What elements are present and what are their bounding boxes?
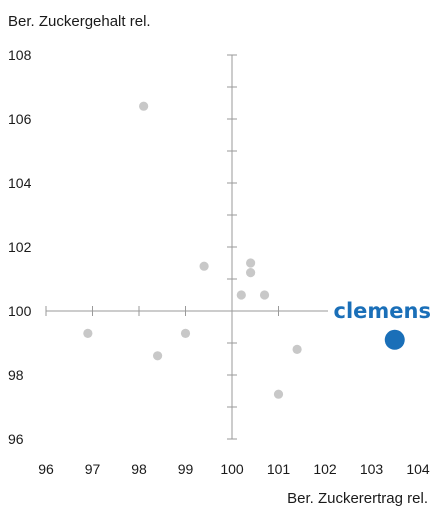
y-tick-label: 106 xyxy=(8,111,32,127)
scatter-point xyxy=(246,258,256,268)
scatter-point xyxy=(292,344,302,354)
scatter-point xyxy=(199,261,209,271)
scatter-point xyxy=(246,268,256,278)
y-tick-label: 102 xyxy=(8,239,32,255)
x-tick-label: 104 xyxy=(406,461,430,477)
axes: 96 97 98 99 100 101 102 103 104 96 98 100 102 104 106 1… xyxy=(8,47,430,477)
x-tick-label: 99 xyxy=(178,461,194,477)
y-tick-label: 100 xyxy=(8,303,32,319)
scatter-point xyxy=(273,389,284,399)
scatter-point xyxy=(236,290,246,300)
scatter-point xyxy=(259,290,270,300)
x-tick-label: 103 xyxy=(360,461,384,477)
x-tick-label: 100 xyxy=(220,461,244,477)
clemens-point xyxy=(384,329,405,350)
x-axis-label: Ber. Zuckerertrag rel. xyxy=(287,490,428,507)
y-tick-label: 98 xyxy=(8,367,24,383)
x-tick-label: 98 xyxy=(131,461,147,477)
clemens-annotation: clemens xyxy=(334,299,430,323)
scatter-point xyxy=(153,351,163,361)
x-tick-label: 101 xyxy=(267,461,291,477)
y-axis-label: Ber. Zuckergehalt rel. xyxy=(8,13,151,30)
x-tick-label: 96 xyxy=(38,461,54,477)
y-tick-label: 108 xyxy=(8,47,32,63)
data-points xyxy=(83,101,405,399)
y-tick-label: 104 xyxy=(8,175,32,191)
scatter-point xyxy=(83,328,93,338)
scatter-point xyxy=(180,328,191,338)
scatter-point xyxy=(139,101,149,111)
x-tick-label: 102 xyxy=(313,461,337,477)
y-tick-label: 96 xyxy=(8,431,24,447)
x-tick-label: 97 xyxy=(85,461,101,477)
